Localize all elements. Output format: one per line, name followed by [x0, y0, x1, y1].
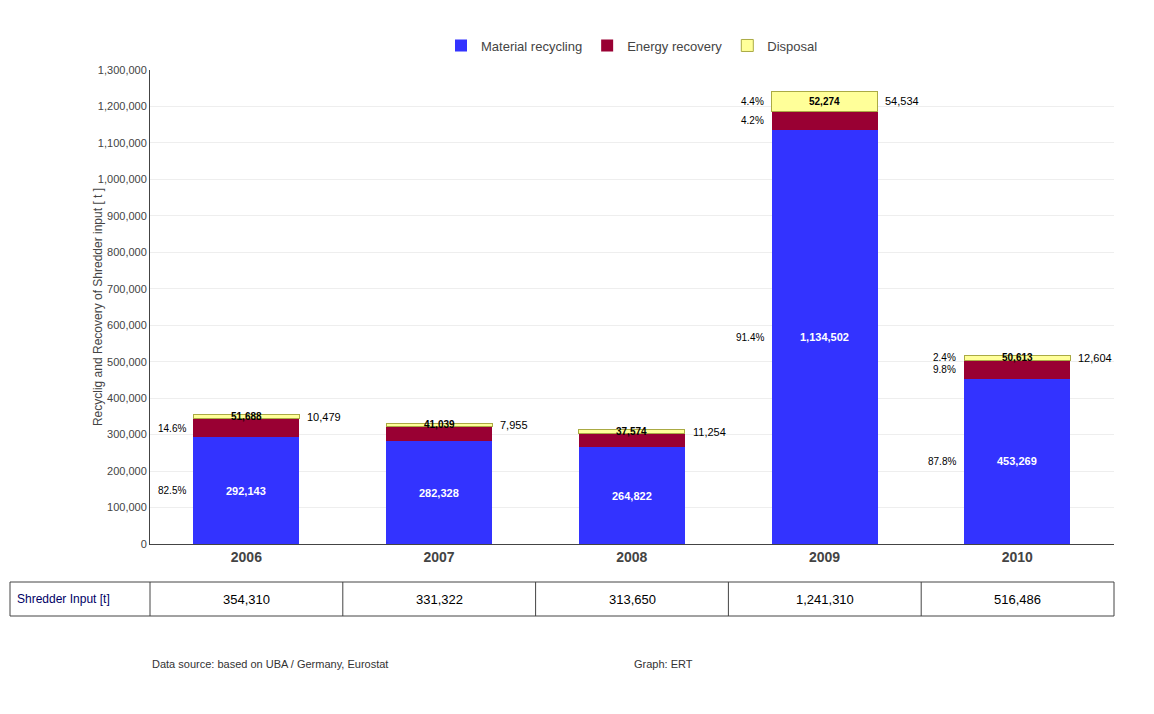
svg-text:2.4%: 2.4%: [933, 352, 956, 363]
svg-text:100,000: 100,000: [107, 501, 147, 513]
svg-text:Disposal: Disposal: [767, 39, 817, 54]
svg-text:Recyclig and Recovery of Shred: Recyclig and Recovery of Shredder input …: [91, 188, 105, 426]
svg-text:4.2%: 4.2%: [741, 115, 764, 126]
svg-text:2010: 2010: [1002, 549, 1033, 565]
svg-text:4.4%: 4.4%: [741, 96, 764, 107]
svg-text:82.5%: 82.5%: [158, 485, 186, 496]
svg-text:313,650: 313,650: [609, 592, 656, 607]
svg-text:87.8%: 87.8%: [928, 456, 956, 467]
svg-text:600,000: 600,000: [107, 319, 147, 331]
svg-text:1,241,310: 1,241,310: [796, 592, 854, 607]
svg-text:11,254: 11,254: [693, 426, 726, 438]
svg-text:9.8%: 9.8%: [933, 364, 956, 375]
svg-text:700,000: 700,000: [107, 283, 147, 295]
svg-text:1,300,000: 1,300,000: [98, 64, 147, 76]
svg-text:12,604: 12,604: [1078, 352, 1112, 364]
svg-text:500,000: 500,000: [107, 356, 147, 368]
svg-text:400,000: 400,000: [107, 392, 147, 404]
svg-text:7,955: 7,955: [500, 419, 528, 431]
svg-text:52,274: 52,274: [809, 96, 840, 107]
svg-text:37,574: 37,574: [616, 426, 647, 437]
svg-text:354,310: 354,310: [223, 592, 270, 607]
svg-text:900,000: 900,000: [107, 210, 147, 222]
svg-text:200,000: 200,000: [107, 465, 147, 477]
svg-text:50,613: 50,613: [1002, 352, 1033, 363]
svg-text:10,479: 10,479: [307, 411, 341, 423]
svg-text:1,200,000: 1,200,000: [98, 100, 147, 112]
svg-text:292,143: 292,143: [226, 485, 266, 497]
svg-text:300,000: 300,000: [107, 428, 147, 440]
svg-text:54,534: 54,534: [885, 95, 919, 107]
svg-text:Graph: ERT: Graph: ERT: [634, 658, 693, 670]
svg-text:91.4%: 91.4%: [736, 332, 764, 343]
svg-text:1,100,000: 1,100,000: [98, 137, 147, 149]
svg-text:282,328: 282,328: [419, 487, 459, 499]
svg-text:2008: 2008: [616, 549, 647, 565]
svg-text:453,269: 453,269: [997, 455, 1037, 467]
svg-text:1,134,502: 1,134,502: [800, 331, 849, 343]
svg-text:2009: 2009: [809, 549, 840, 565]
svg-text:14.6%: 14.6%: [158, 423, 186, 434]
svg-text:Material recycling: Material recycling: [481, 39, 582, 54]
svg-text:264,822: 264,822: [612, 490, 652, 502]
svg-text:0: 0: [141, 538, 147, 550]
svg-text:1,000,000: 1,000,000: [98, 173, 147, 185]
svg-text:516,486: 516,486: [994, 592, 1041, 607]
svg-text:2007: 2007: [423, 549, 454, 565]
svg-text:Energy recovery: Energy recovery: [627, 39, 722, 54]
svg-text:41,039: 41,039: [424, 419, 455, 430]
svg-text:Data source: based on UBA / Ge: Data source: based on UBA / Germany, Eur…: [152, 658, 388, 670]
svg-text:Shredder Input [t]: Shredder Input [t]: [17, 592, 110, 606]
svg-text:2006: 2006: [231, 549, 262, 565]
svg-text:51,688: 51,688: [231, 411, 262, 422]
svg-text:800,000: 800,000: [107, 246, 147, 258]
svg-text:331,322: 331,322: [416, 592, 463, 607]
